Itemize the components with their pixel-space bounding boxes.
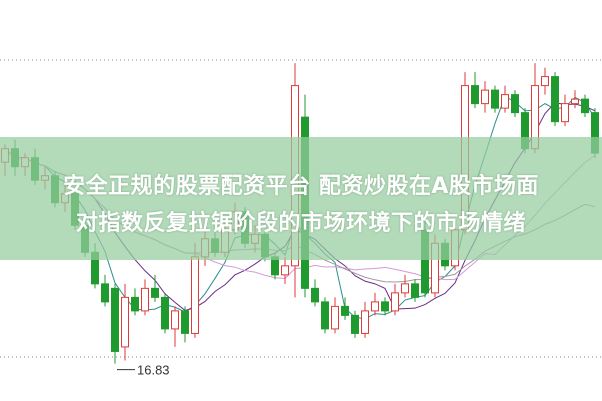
candle-body [101, 283, 109, 303]
candle-body [341, 305, 349, 316]
headline-banner: 安全正规的股票配资平台 配资炒股在A股市场面 对指数反复拉锯阶段的市场环境下的市… [0, 137, 602, 260]
candle-body [361, 310, 369, 334]
candle-body [391, 292, 399, 312]
candle-body [171, 310, 179, 330]
candle-body [371, 301, 379, 312]
candle-body [141, 287, 149, 312]
candle-body [191, 256, 199, 334]
candle-body [331, 305, 339, 330]
candle-body [351, 314, 359, 334]
candle-body [161, 296, 169, 330]
candle-body [311, 287, 319, 303]
candle-body [321, 301, 329, 330]
candle-body [401, 283, 409, 294]
candle-body [281, 265, 289, 276]
headline-line-2: 对指数反复拉锯阶段的市场环境下的市场情绪 [75, 211, 526, 236]
candle-body [541, 76, 549, 87]
candle-body [181, 310, 189, 334]
candle-body [131, 296, 139, 312]
candle-body [491, 89, 499, 109]
candle-body [481, 89, 489, 105]
candle-body [561, 103, 569, 123]
candle-body [581, 98, 589, 114]
candle-body [151, 287, 159, 298]
candle-body [551, 76, 559, 123]
candle-body [121, 296, 129, 348]
candle-body [411, 283, 419, 298]
headline-line-1: 安全正规的股票配资平台 配资炒股在A股市场面 [63, 174, 539, 199]
candle-body [571, 98, 579, 105]
candle-body [381, 301, 389, 312]
candle-body [511, 94, 519, 114]
candle-body [471, 85, 479, 105]
candle-body [111, 287, 119, 352]
candle-body [501, 94, 509, 109]
low-price-label: 16.83 [137, 363, 170, 378]
